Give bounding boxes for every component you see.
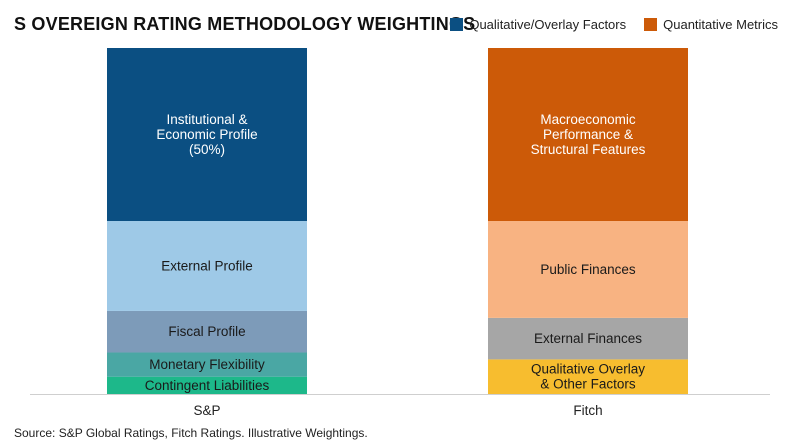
- segment-label-s-p-contingent-liabilities: Contingent Liabilities: [145, 378, 270, 393]
- legend-label-qualitative: Qualitative/Overlay Factors: [469, 17, 627, 32]
- bar-segment-fitch-public-finances: [488, 221, 688, 318]
- category-label-fitch: Fitch: [573, 403, 602, 418]
- bar-segment-s-p-monetary-flexibility: [107, 352, 307, 377]
- segment-label-s-p-institutional-economic-profile-50: Institutional & Economic Profile (50%): [156, 112, 257, 157]
- legend-item-qualitative: Qualitative/Overlay Factors: [450, 17, 626, 32]
- legend: Qualitative/Overlay Factors Quantitative…: [450, 17, 778, 32]
- bar-segment-fitch-macroeconomic-performance-structural-features: [488, 48, 688, 221]
- category-label-s-p: S&P: [193, 403, 220, 418]
- legend-item-quantitative: Quantitative Metrics: [644, 17, 778, 32]
- bar-segment-fitch-external-finances: [488, 317, 688, 360]
- segment-label-fitch-qualitative-overlay-other-factors: Qualitative Overlay & Other Factors: [531, 362, 645, 392]
- bar-segment-s-p-contingent-liabilities: [107, 376, 307, 394]
- legend-label-quantitative: Quantitative Metrics: [663, 17, 778, 32]
- segment-label-s-p-fiscal-profile: Fiscal Profile: [168, 324, 245, 339]
- segment-label-fitch-public-finances: Public Finances: [540, 262, 636, 277]
- bar-segment-s-p-institutional-economic-profile-50: [107, 48, 307, 221]
- bar-segment-s-p-fiscal-profile: [107, 310, 307, 353]
- segment-label-s-p-external-profile: External Profile: [161, 258, 253, 273]
- legend-swatch-qualitative: [450, 18, 464, 31]
- segment-label-fitch-external-finances: External Finances: [534, 331, 642, 346]
- bar-segment-s-p-external-profile: [107, 221, 307, 311]
- legend-swatch-quantitative: [644, 18, 658, 31]
- chart-title: S OVEREIGN RATING METHODOLOGY WEIGHTINGS: [14, 14, 476, 34]
- bar-segment-fitch-qualitative-overlay-other-factors: [488, 359, 688, 394]
- segment-label-fitch-macroeconomic-performance-structural-features: Macroeconomic Performance & Structural Fea…: [531, 112, 646, 157]
- source-note: Source: S&P Global Ratings, Fitch Rating…: [14, 426, 368, 440]
- segment-label-s-p-monetary-flexibility: Monetary Flexibility: [149, 357, 265, 372]
